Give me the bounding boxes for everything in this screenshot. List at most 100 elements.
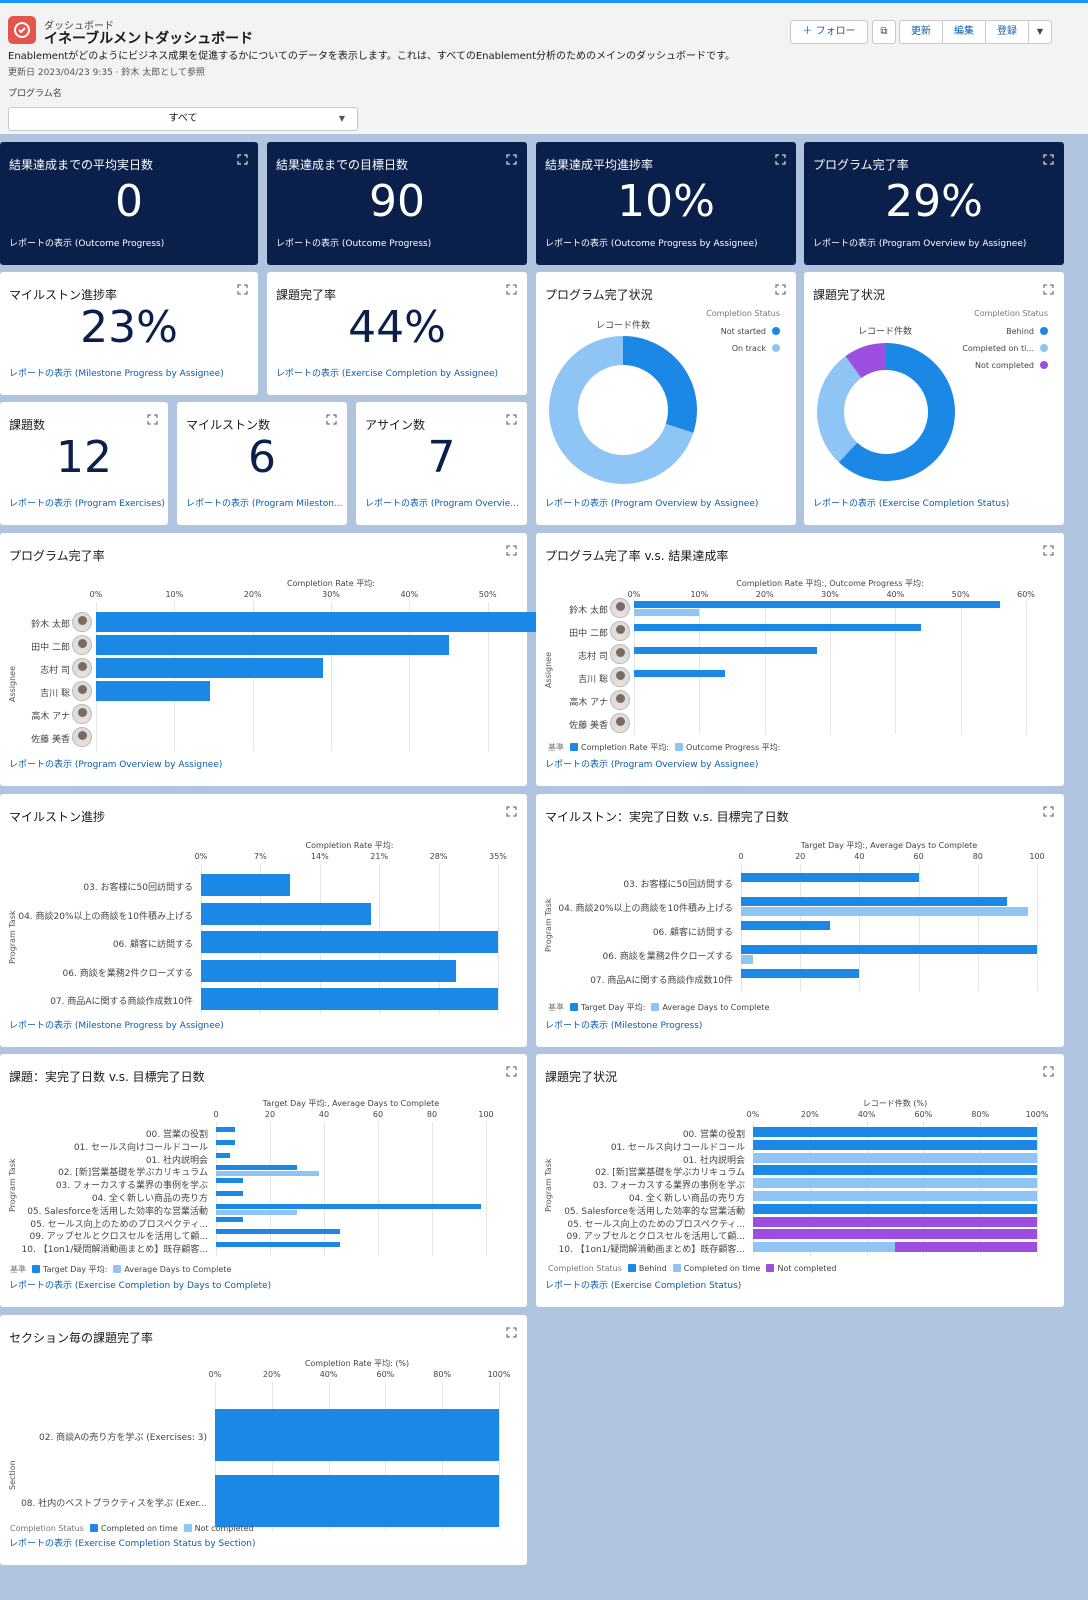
donut-slice[interactable] [838,343,955,481]
report-link[interactable]: レポートの表示 (Program Overview by Assignee) [9,760,223,770]
bar[interactable] [741,907,1029,916]
bar[interactable] [201,902,371,925]
bar[interactable] [216,1209,297,1215]
bar[interactable] [753,1178,1037,1189]
bar[interactable] [216,1242,341,1248]
bar[interactable] [895,1242,1037,1253]
bar[interactable] [634,609,700,616]
tick-label: 40 [854,852,865,861]
report-link[interactable]: レポートの表示 (Outcome Progress by Assignee) [545,239,758,249]
expand-icon[interactable] [147,414,158,425]
bar[interactable] [216,1139,235,1145]
bar[interactable] [753,1165,1037,1176]
expand-icon[interactable] [237,154,248,165]
report-link[interactable]: レポートの表示 (Exercise Completion by Assignee… [276,369,499,379]
expand-icon[interactable] [775,284,786,295]
donut-slice[interactable] [845,343,886,379]
donut-slice[interactable] [623,336,697,433]
report-link[interactable]: レポートの表示 (Program Mileston... [186,499,343,509]
report-link[interactable]: レポートの表示 (Exercise Completion Status by S… [9,1539,256,1549]
bar[interactable] [753,1229,1037,1240]
bar[interactable] [201,931,498,953]
bar[interactable] [753,1216,1037,1227]
bar[interactable] [634,624,922,631]
donut-slice[interactable] [549,336,694,484]
chart-card: 課題：実完了日数 v.s. 目標完了日数 レポートの表示 (Exercise C… [0,1054,527,1307]
report-link[interactable]: レポートの表示 (Program Overview by Assignee) [545,760,759,770]
edit-button[interactable]: 編集 [942,20,986,44]
report-link[interactable]: レポートの表示 (Program Exercises) [9,499,165,509]
bar[interactable] [201,959,456,982]
bar[interactable] [753,1203,1037,1214]
bar[interactable] [216,1165,297,1171]
bar[interactable] [201,874,291,896]
program-filter-select[interactable]: すべて ▼ [8,107,358,131]
bar[interactable] [741,897,1008,906]
bar[interactable] [216,1171,319,1177]
bar[interactable] [634,670,726,677]
report-link[interactable]: レポートの表示 (Program Overview by Assignee) [813,239,1027,249]
bar[interactable] [741,921,830,930]
report-link[interactable]: レポートの表示 (Milestone Progress) [545,1021,703,1031]
subscribe-button[interactable]: 登録 [985,20,1029,44]
report-link[interactable]: レポートの表示 (Program Overview by Assignee) [545,499,759,509]
bar[interactable] [96,612,543,632]
bar[interactable] [753,1152,1037,1163]
bar[interactable] [216,1229,341,1235]
more-actions-button[interactable]: ▼ [1028,20,1052,44]
gridline [960,602,962,734]
bar[interactable] [216,1127,235,1132]
expand-icon[interactable] [506,154,517,165]
expand-icon[interactable] [506,1066,517,1077]
report-link[interactable]: レポートの表示 (Program Overvie... [365,499,519,509]
bar[interactable] [96,635,449,655]
expand-icon[interactable] [1043,545,1054,556]
bar[interactable] [201,988,498,1010]
bar[interactable] [634,647,817,654]
bar[interactable] [741,873,919,882]
expand-icon[interactable] [506,284,517,295]
report-link[interactable]: レポートの表示 (Exercise Completion by Days to … [9,1281,272,1291]
expand-icon[interactable] [1043,154,1054,165]
follow-button[interactable]: ＋ フォロー [790,20,868,44]
refresh-button[interactable]: 更新 [899,20,943,44]
report-link[interactable]: レポートの表示 (Outcome Progress) [276,239,432,249]
report-link[interactable]: レポートの表示 (Outcome Progress) [9,239,165,249]
bar[interactable] [216,1152,230,1158]
bar[interactable] [96,658,324,678]
bar[interactable] [741,955,753,964]
bar[interactable] [215,1409,499,1461]
page-title: イネーブルメントダッシュボード [44,31,254,47]
bar[interactable] [753,1191,1037,1201]
report-link[interactable]: レポートの表示 (Exercise Completion Status) [545,1281,742,1291]
expand-icon[interactable] [506,545,517,556]
expand-icon[interactable] [1043,806,1054,817]
bar[interactable] [216,1178,243,1184]
bar[interactable] [753,1242,895,1253]
expand-icon[interactable] [775,154,786,165]
bar[interactable] [96,681,210,701]
expand-icon[interactable] [237,284,248,295]
chevron-down-icon: ▼ [338,114,345,123]
expand-icon[interactable] [1043,1066,1054,1077]
report-link[interactable]: レポートの表示 (Milestone Progress by Assignee) [9,369,224,379]
report-link[interactable]: レポートの表示 (Exercise Completion Status) [813,499,1010,509]
bar[interactable] [753,1127,1037,1137]
bar[interactable] [216,1191,243,1196]
share-button[interactable]: ⧉ [872,20,896,44]
donut-slice[interactable] [817,356,862,463]
bar[interactable] [741,945,1037,954]
expand-icon[interactable] [506,1327,517,1338]
expand-icon[interactable] [506,806,517,817]
bar[interactable] [216,1216,243,1222]
bar[interactable] [215,1475,499,1527]
bar[interactable] [216,1203,481,1209]
expand-icon[interactable] [506,414,517,425]
bar[interactable] [741,969,860,978]
report-link[interactable]: レポートの表示 (Milestone Progress by Assignee) [9,1021,224,1031]
bar[interactable] [634,601,1000,608]
bar[interactable] [753,1139,1037,1150]
expand-icon[interactable] [1043,284,1054,295]
y-axis-label: Assignee [8,665,17,702]
expand-icon[interactable] [326,414,337,425]
